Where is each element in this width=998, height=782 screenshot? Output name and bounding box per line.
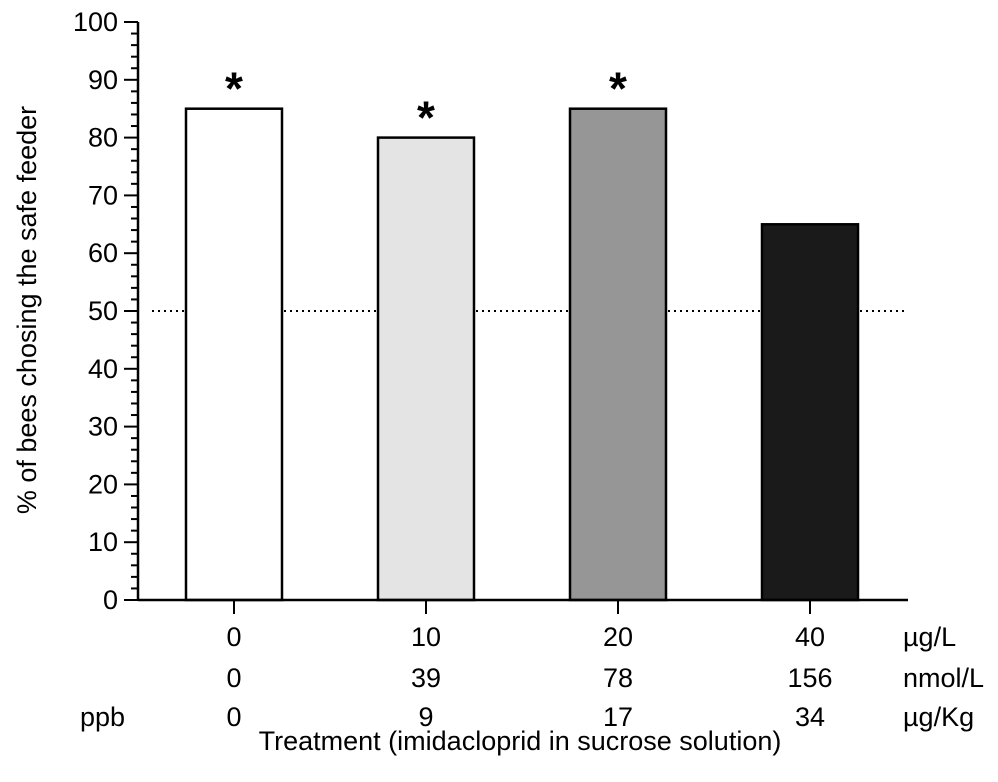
- x-row-prefix-label: ppb: [80, 702, 125, 732]
- y-tick-label: 100: [73, 7, 118, 37]
- x-tick-label: 40: [795, 622, 825, 652]
- x-tick-label: 156: [787, 663, 832, 693]
- y-axis-title: % of bees chosing the safe feeder: [12, 106, 42, 514]
- x-tick-label: 20: [603, 622, 633, 652]
- significance-star: *: [417, 92, 435, 144]
- bar: [184, 107, 284, 602]
- x-tick-label: 34: [795, 702, 825, 732]
- significance-star: *: [225, 63, 243, 115]
- y-tick-label: 50: [88, 296, 118, 326]
- x-axis-title: Treatment (imidacloprid in sucrose solut…: [259, 726, 782, 756]
- x-tick-label: 39: [411, 663, 441, 693]
- y-tick-label: 80: [88, 123, 118, 153]
- bars: [184, 107, 860, 602]
- x-tick-label: 78: [603, 663, 633, 693]
- y-tick-label: 70: [88, 180, 118, 210]
- bar: [760, 223, 860, 602]
- y-tick-label: 40: [88, 354, 118, 384]
- y-tick-label: 10: [88, 527, 118, 557]
- x-tick-label: 10: [411, 622, 441, 652]
- x-unit-label: nmol/L: [903, 663, 984, 693]
- x-axis-label-rows: 0 10 20 40 µg/L 0 39 78 156 nmol/L 0 9 17 34 µg/Kg ppb: [80, 622, 984, 732]
- x-tick-label: 0: [226, 663, 241, 693]
- axes: [136, 22, 908, 614]
- x-unit-label: µg/Kg: [903, 702, 974, 732]
- x-tick-label: 17: [603, 702, 633, 732]
- x-tick-label: 9: [418, 702, 433, 732]
- bar: [568, 107, 668, 602]
- y-tick-label: 20: [88, 469, 118, 499]
- significance-star: *: [609, 63, 627, 115]
- x-unit-label: µg/L: [903, 622, 956, 652]
- x-tick-label: 0: [226, 622, 241, 652]
- y-tick-label: 60: [88, 238, 118, 268]
- y-tick-label: 30: [88, 412, 118, 442]
- significance-markers: * * *: [225, 63, 627, 144]
- x-tick-label: 0: [226, 702, 241, 732]
- y-tick-label: 0: [103, 585, 118, 615]
- y-tick-label: 90: [88, 65, 118, 95]
- bar: [376, 136, 476, 602]
- y-axis-ticks: 0 10 20 30 40 50 60 70 80 90 100: [73, 7, 138, 615]
